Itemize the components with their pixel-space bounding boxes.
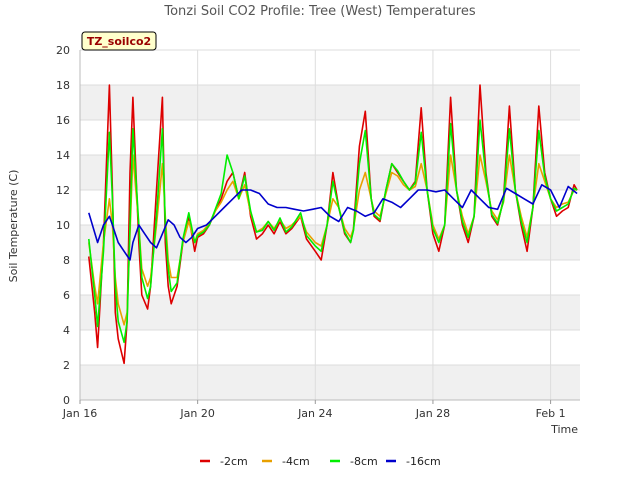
- x-tick-labels: Jan 16 Jan 20 Jan 24 Jan 28 Feb 1: [62, 400, 566, 420]
- legend: -2cm -4cm -8cm -16cm: [200, 455, 441, 468]
- y-axis-label: Soil Temperature (C): [7, 170, 20, 283]
- series-lines: [88, 84, 578, 365]
- y-tick-label: 10: [56, 219, 70, 232]
- x-tick-label: Feb 1: [536, 407, 566, 420]
- chart-title: Tonzi Soil CO2 Profile: Tree (West) Temp…: [163, 4, 476, 19]
- series-line-8cmcm: [88, 119, 578, 344]
- axes: [79, 50, 580, 401]
- plot-band: [80, 365, 580, 400]
- legend-label: -2cm: [220, 455, 248, 468]
- plot-band: [80, 85, 580, 120]
- legend-label: -16cm: [406, 455, 441, 468]
- y-tick-label: 18: [56, 79, 70, 92]
- y-tick-label: 2: [63, 359, 70, 372]
- y-tick-label: 14: [56, 149, 70, 162]
- y-tick-label: 12: [56, 184, 70, 197]
- y-tick-label: 0: [63, 394, 70, 407]
- y-tick-label: 20: [56, 44, 70, 57]
- x-axis-label: Time: [550, 423, 578, 436]
- x-tick-label: Jan 20: [179, 407, 214, 420]
- x-tick-label: Jan 16: [62, 407, 97, 420]
- y-tick-label: 16: [56, 114, 70, 127]
- series-line-16cmcm: [88, 184, 578, 261]
- legend-label: -8cm: [350, 455, 378, 468]
- plot-band: [80, 295, 580, 330]
- site-label: TZ_soilco2: [87, 35, 151, 48]
- legend-label: -4cm: [282, 455, 310, 468]
- x-tick-label: Jan 24: [297, 407, 332, 420]
- y-tick-label: 6: [63, 289, 70, 302]
- site-label-frame: [81, 31, 157, 51]
- y-tick-label: 4: [63, 324, 70, 337]
- site-label-box: TZ_soilco2: [81, 31, 157, 51]
- y-tick-labels: 0 2 4 6 8 10 12 14 16 18 20: [56, 44, 70, 407]
- x-tick-label: Jan 28: [415, 407, 450, 420]
- y-tick-label: 8: [63, 254, 70, 267]
